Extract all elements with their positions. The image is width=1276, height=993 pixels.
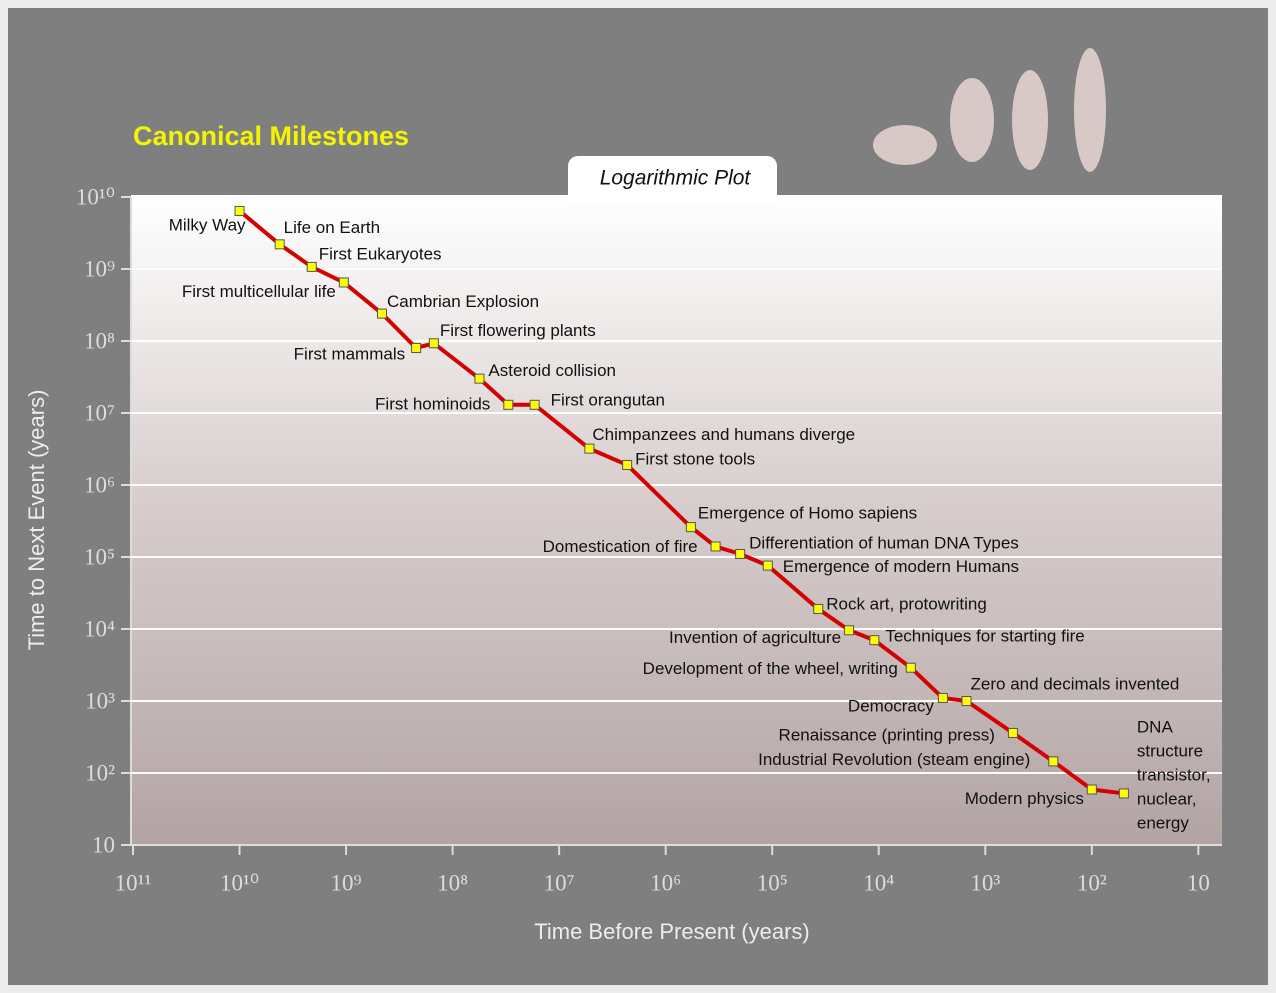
y-tick-label: 10³	[85, 688, 115, 713]
marker	[869, 635, 880, 646]
y-tick-label: 10⁴	[84, 616, 115, 641]
point-label: Life on Earth	[284, 218, 380, 237]
marker	[844, 625, 855, 636]
marker	[306, 261, 317, 272]
point-label: DNA structure transistor, nuclear, energy	[1137, 718, 1211, 833]
point-label: Emergence of modern Humans	[783, 557, 1019, 576]
marker	[411, 342, 422, 353]
point-label-line: nuclear,	[1137, 790, 1197, 809]
x-tick-label: 10²	[1077, 870, 1107, 895]
marker	[961, 696, 972, 706]
point-label: Development of the wheel, writing	[643, 659, 898, 678]
subtitle-tab	[568, 156, 777, 206]
point-label: Domestication of fire	[543, 537, 698, 556]
point-label: Democracy	[848, 697, 934, 716]
point-label: Industrial Revolution (steam engine)	[758, 750, 1030, 769]
marker	[503, 399, 514, 410]
marker	[377, 308, 388, 319]
marker	[905, 662, 916, 673]
point-label: First orangutan	[551, 390, 665, 409]
marker	[529, 399, 540, 410]
point-label: Zero and decimals invented	[971, 674, 1180, 693]
point-label: Rock art, protowriting	[826, 594, 987, 613]
marker	[338, 277, 349, 288]
point-label-line: structure	[1137, 742, 1203, 761]
x-tick-label: 10¹⁰	[220, 870, 259, 895]
marker	[274, 239, 285, 250]
point-label: Asteroid collision	[488, 361, 616, 380]
marker	[428, 338, 439, 349]
point-label-line: transistor,	[1137, 766, 1211, 785]
x-tick-label: 10⁷	[544, 870, 575, 895]
chart-title: Canonical Milestones	[133, 121, 409, 151]
marker	[813, 603, 824, 614]
point-label: First hominoids	[375, 394, 490, 413]
x-tick-label: 10⁸	[437, 870, 468, 895]
point-label: First multicellular life	[182, 282, 336, 301]
marker	[710, 541, 721, 552]
y-tick-label: 10	[92, 832, 115, 857]
marker	[1086, 784, 1097, 795]
y-tick-label: 10⁸	[84, 328, 115, 353]
marker	[622, 459, 633, 470]
chart-subtitle: Logarithmic Plot	[600, 167, 752, 190]
x-tick-label: 10³	[970, 870, 1000, 895]
y-tick-label: 10²	[85, 760, 115, 785]
marker	[937, 693, 948, 704]
point-label-line: DNA	[1137, 718, 1174, 737]
point-label-line: energy	[1137, 814, 1189, 833]
point-label: Emergence of Homo sapiens	[698, 504, 917, 523]
y-tick-label: 10⁷	[84, 400, 115, 425]
marker	[234, 205, 245, 216]
point-label: First flowering plants	[440, 321, 596, 340]
x-tick-label: 10	[1187, 870, 1210, 895]
evolution-figures	[873, 48, 1106, 172]
point-label: Renaissance (printing press)	[779, 725, 995, 744]
plot-area	[131, 195, 1222, 845]
marker	[1118, 788, 1129, 799]
point-label: First stone tools	[635, 449, 755, 468]
y-tick-label: 10⁵	[84, 544, 115, 569]
point-label: Techniques for starting fire	[885, 627, 1084, 646]
marker	[474, 373, 485, 384]
marker	[762, 560, 773, 571]
x-tick-label: 10¹¹	[115, 870, 152, 895]
point-label: First Eukaryotes	[319, 244, 442, 263]
point-label: Invention of agriculture	[669, 628, 841, 647]
marker	[735, 549, 746, 560]
marker	[1007, 727, 1018, 738]
point-label: Modern physics	[965, 789, 1084, 808]
point-label: Cambrian Explosion	[387, 292, 539, 311]
marker	[584, 443, 595, 454]
point-label: Milky Way	[169, 215, 246, 234]
x-tick-label: 10⁴	[863, 870, 894, 895]
y-tick-label: 10⁹	[84, 256, 115, 281]
point-label: Differentiation of human DNA Types	[749, 534, 1019, 553]
y-tick-label: 10⁶	[84, 472, 115, 497]
marker	[685, 522, 696, 533]
y-axis-label: Time to Next Event (years)	[24, 390, 49, 651]
point-label: First mammals	[294, 344, 405, 363]
x-tick-label: 10⁶	[650, 870, 681, 895]
marker	[1048, 756, 1059, 767]
x-tick-label: 10⁹	[331, 870, 362, 895]
point-label: Chimpanzees and humans diverge	[592, 425, 855, 444]
y-tick-label: 10¹⁰	[76, 184, 115, 209]
x-axis-label: Time Before Present (years)	[534, 919, 810, 944]
x-tick-label: 10⁵	[757, 870, 788, 895]
